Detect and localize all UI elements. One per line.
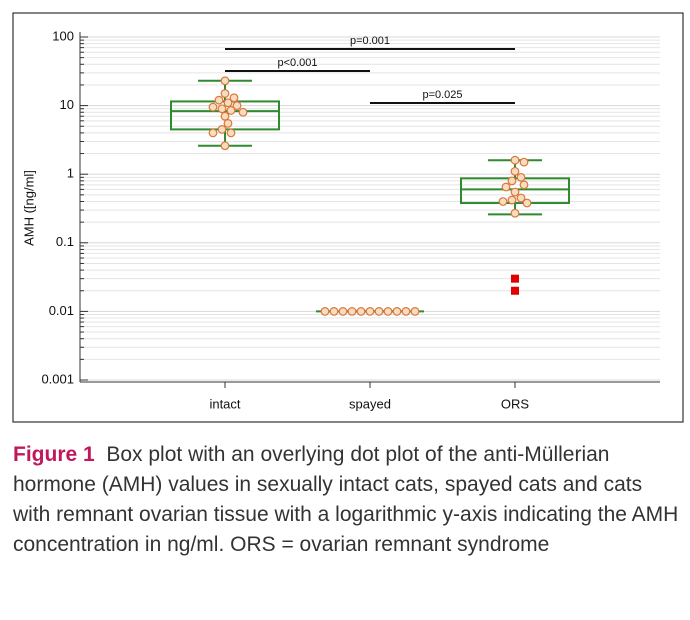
y-tick-label: 0.01 xyxy=(49,303,74,318)
data-point xyxy=(220,76,230,86)
significance-label: p=0.025 xyxy=(422,89,462,101)
data-point xyxy=(510,155,520,165)
significance-label: p<0.001 xyxy=(277,57,317,69)
data-point xyxy=(507,195,517,205)
data-point xyxy=(516,172,526,182)
y-tick-label: 1 xyxy=(67,166,74,181)
data-point xyxy=(365,307,375,316)
data-point xyxy=(220,141,230,151)
data-point xyxy=(510,166,520,176)
data-point xyxy=(347,307,357,316)
caption-label: Figure 1 xyxy=(13,443,95,466)
data-point xyxy=(226,106,236,115)
y-tick-label: 0.001 xyxy=(41,371,74,386)
data-point xyxy=(217,104,227,114)
data-point xyxy=(507,176,517,186)
data-point xyxy=(383,307,393,316)
x-tick-label: ORS xyxy=(501,396,530,411)
data-point xyxy=(232,101,242,110)
data-point xyxy=(410,307,420,316)
data-point xyxy=(519,180,529,190)
caption: Figure 1 Box plot with an overlying dot … xyxy=(13,440,681,560)
data-point xyxy=(214,95,224,105)
outlier xyxy=(511,286,519,295)
data-point xyxy=(392,307,402,316)
data-point xyxy=(220,89,230,98)
data-point xyxy=(498,197,508,206)
x-tick-label: spayed xyxy=(349,396,391,411)
caption-text: Box plot with an overlying dot plot of t… xyxy=(13,443,679,556)
data-point xyxy=(208,128,218,138)
data-point xyxy=(220,111,230,121)
data-point xyxy=(356,307,366,316)
data-point xyxy=(329,307,339,316)
data-point xyxy=(223,119,233,128)
data-point xyxy=(516,193,526,203)
data-point xyxy=(510,187,520,197)
data-point xyxy=(217,124,227,134)
data-point xyxy=(519,157,529,167)
data-point xyxy=(208,102,218,112)
data-point xyxy=(510,208,520,218)
y-axis-label: AMH ([ng/ml] xyxy=(21,170,36,246)
y-tick-label: 0.1 xyxy=(56,234,74,249)
data-point xyxy=(238,107,248,117)
y-tick-label: 100 xyxy=(52,28,74,43)
x-tick-label: intact xyxy=(209,396,240,411)
data-point xyxy=(338,307,348,316)
data-point xyxy=(501,182,511,192)
data-point xyxy=(320,307,330,316)
outlier xyxy=(511,274,519,283)
significance-label: p=0.001 xyxy=(350,35,390,47)
data-point xyxy=(522,198,532,208)
data-point xyxy=(226,128,236,138)
y-tick-label: 10 xyxy=(60,97,74,112)
data-point xyxy=(374,307,384,316)
data-point xyxy=(229,93,239,103)
data-point xyxy=(401,307,411,316)
chart: AMH ([ng/ml] 100 10 1 0.1 0.01 0.001 intact spa… xyxy=(12,12,684,423)
frame xyxy=(12,12,684,423)
data-point xyxy=(223,98,233,108)
